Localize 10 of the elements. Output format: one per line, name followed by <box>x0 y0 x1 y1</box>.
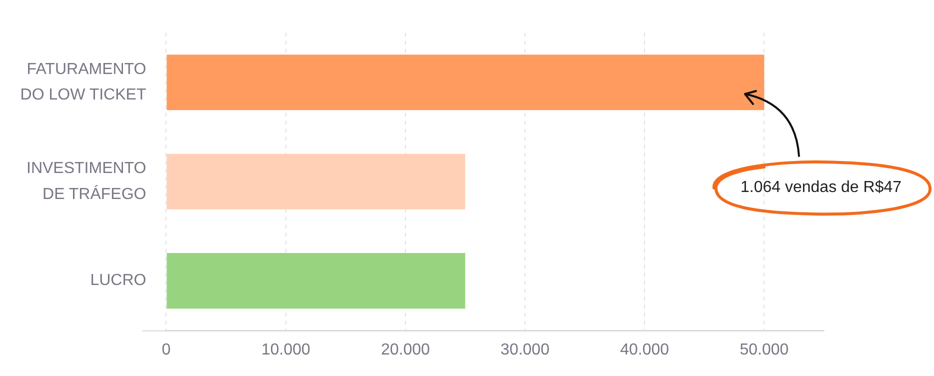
x-tick-label: 40.000 <box>620 341 670 358</box>
y-tick-label: INVESTIMENTO DE TRÁFEGO <box>26 160 146 203</box>
annotation: 1.064 vendas de R$47 <box>740 178 902 196</box>
y-tick-label: LUCRO <box>90 272 146 290</box>
x-tick-label: 10.000 <box>261 341 310 358</box>
x-tick-label: 0 <box>162 341 171 358</box>
y-tick-label: FATURAMENTO DO LOW TICKET <box>20 61 146 104</box>
x-tick-label: 20.000 <box>380 341 430 358</box>
x-tick-label: 30.000 <box>500 341 550 358</box>
x-tick-label: 50.000 <box>740 341 789 358</box>
